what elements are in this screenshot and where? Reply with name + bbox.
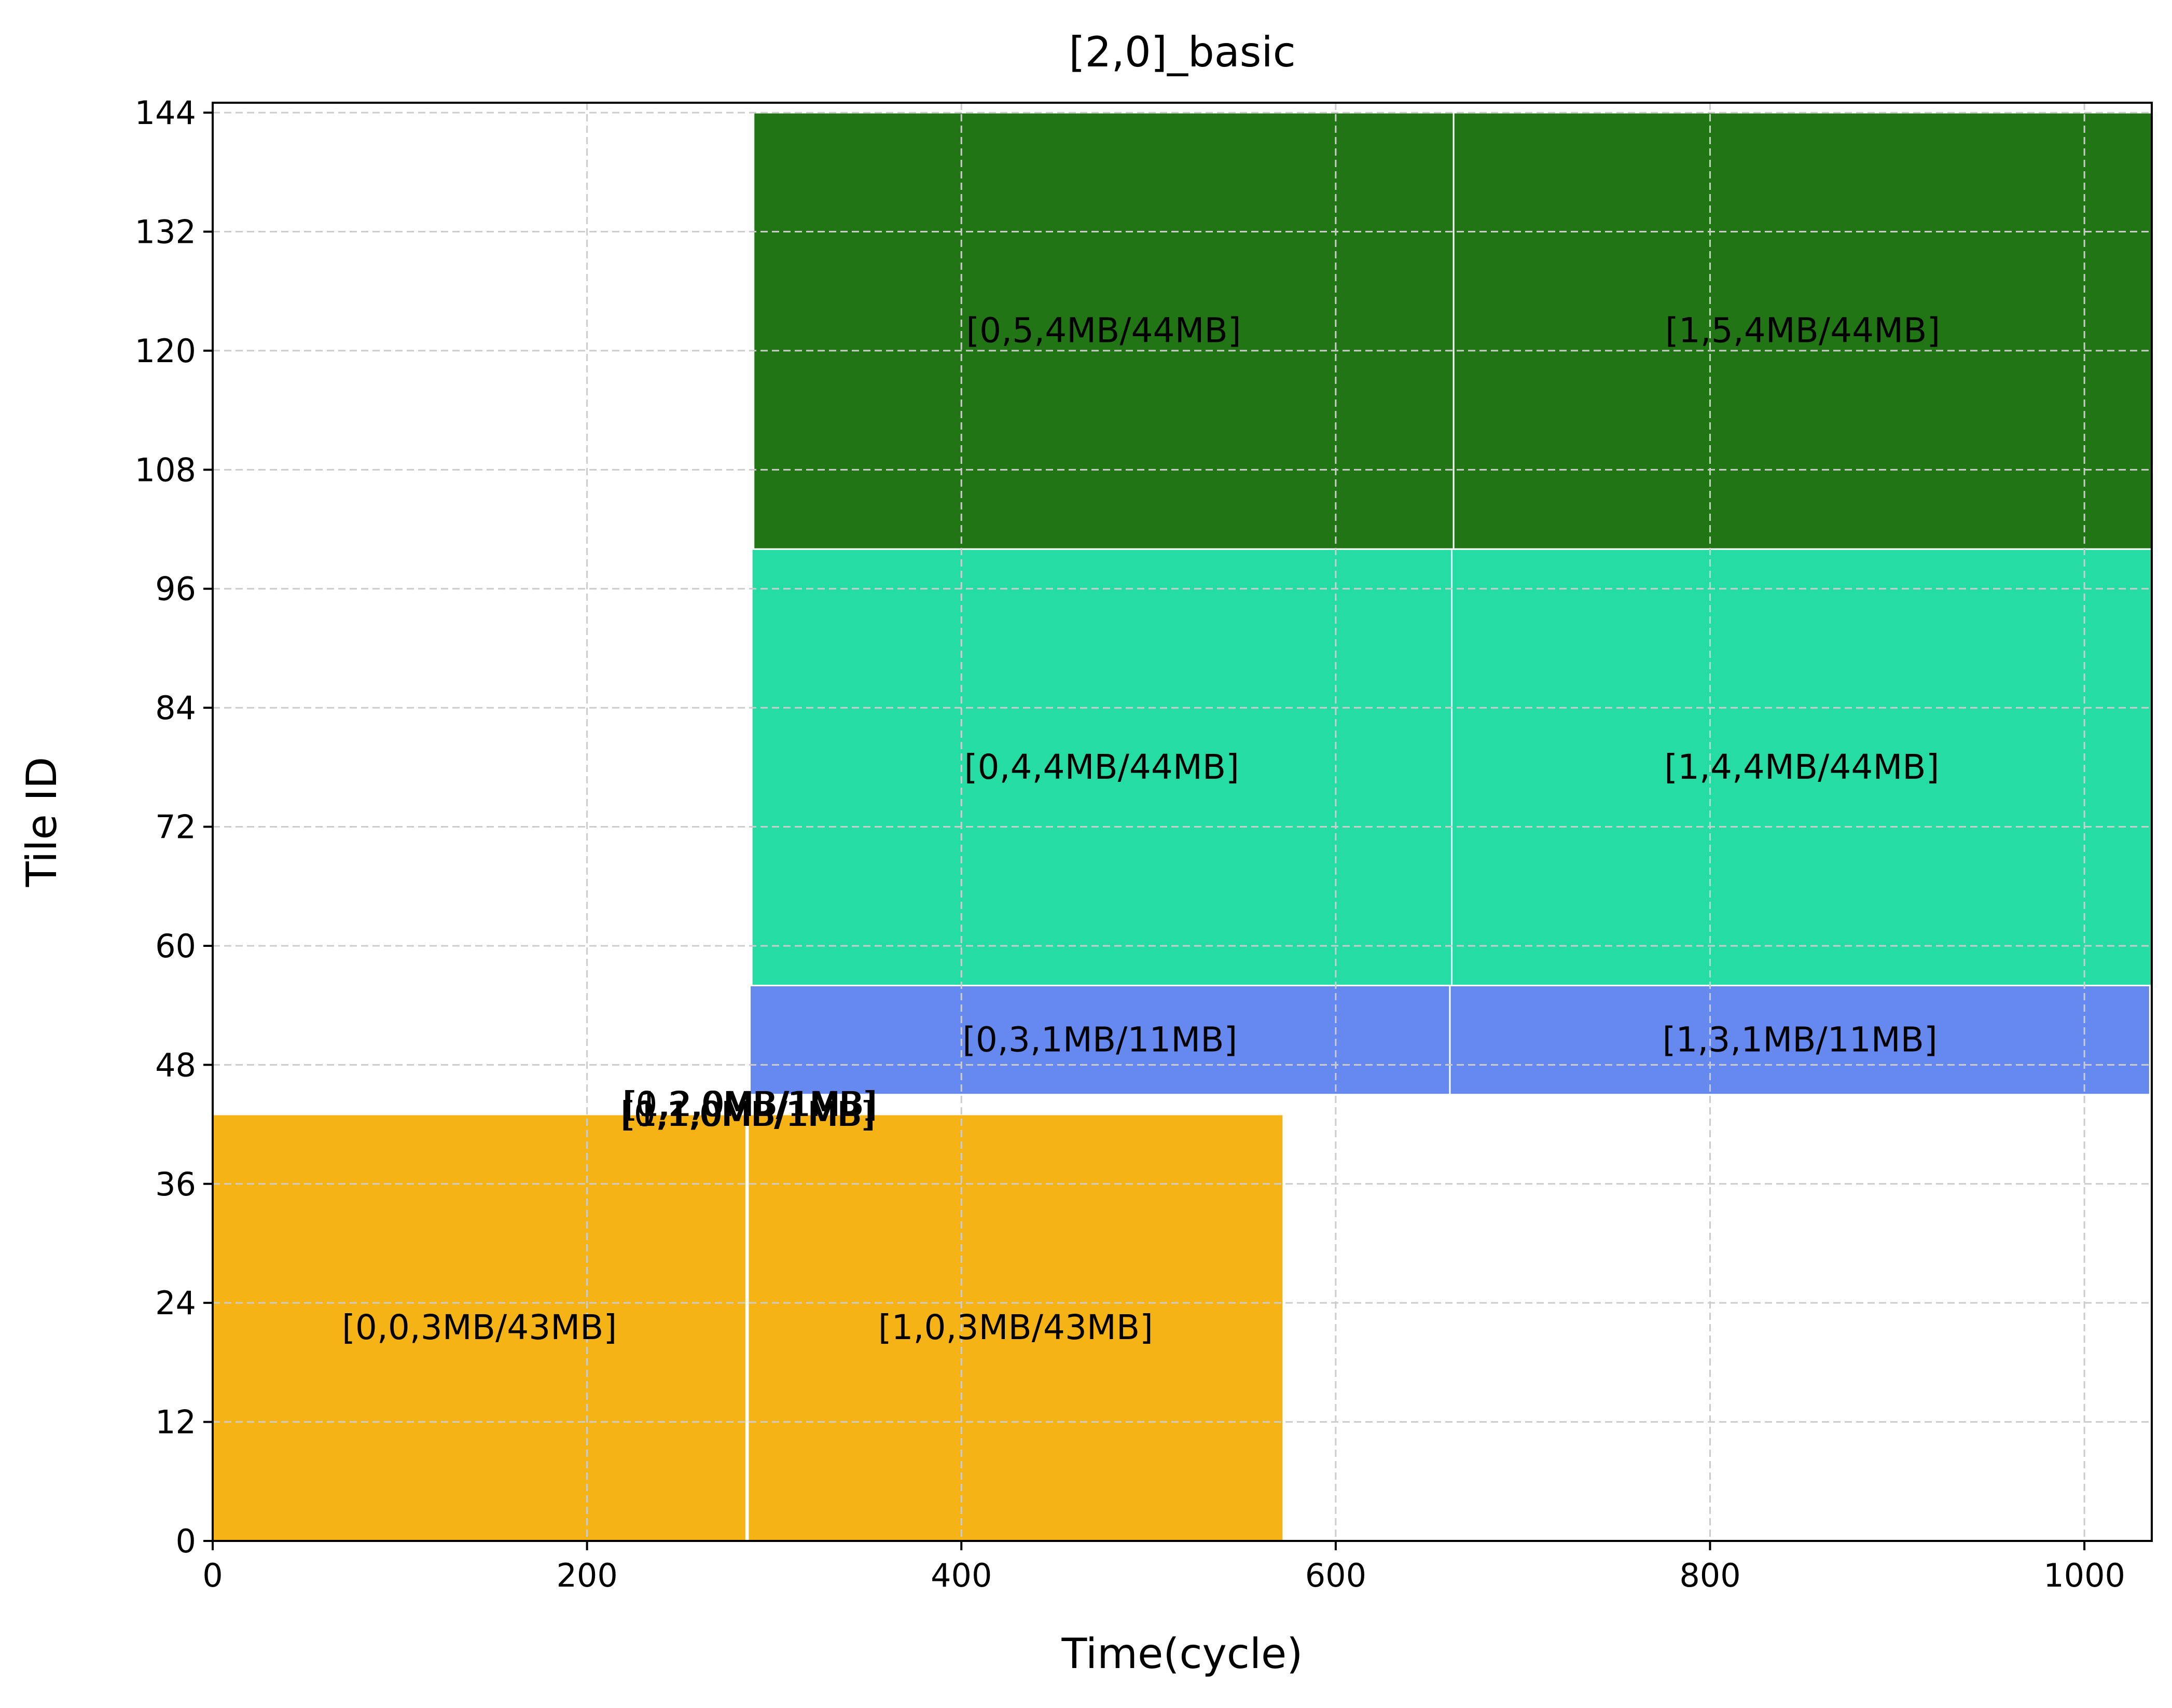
block-11 bbox=[1452, 112, 2153, 550]
y-tick-label-0: 0 bbox=[176, 1522, 196, 1560]
y-tick-label-1: 12 bbox=[155, 1403, 196, 1441]
block-label-10: [0,5,4MB/44MB] bbox=[966, 311, 1241, 351]
x-tick-label-5: 1000 bbox=[2043, 1557, 2125, 1594]
chart-title: [2,0]_basic bbox=[1069, 28, 1295, 76]
y-tick-label-2: 24 bbox=[155, 1284, 196, 1322]
block-7 bbox=[1449, 984, 2151, 1096]
block-label-5: [1,2,0MB/1MB] bbox=[624, 1084, 877, 1124]
x-tick-label-4: 800 bbox=[1679, 1557, 1740, 1594]
y-tick-label-9: 108 bbox=[135, 451, 196, 489]
block-label-7: [1,3,1MB/11MB] bbox=[1663, 1020, 1938, 1060]
block-9 bbox=[1451, 548, 2153, 986]
plot-frame bbox=[212, 102, 2153, 1542]
y-tick-label-4: 48 bbox=[155, 1046, 196, 1084]
block-label-6: [0,3,1MB/11MB] bbox=[962, 1020, 1237, 1060]
block-1 bbox=[747, 1113, 1284, 1542]
y-tick-label-7: 84 bbox=[155, 689, 196, 727]
y-tick-label-8: 96 bbox=[155, 570, 196, 608]
block-label-11: [1,5,4MB/44MB] bbox=[1665, 311, 1940, 351]
block-label-1: [1,0,3MB/43MB] bbox=[878, 1307, 1153, 1347]
y-tick-label-3: 36 bbox=[155, 1165, 196, 1203]
block-label-3: [1,1,0MB/1MB] bbox=[622, 1094, 876, 1134]
block-label-8: [0,4,4MB/44MB] bbox=[964, 747, 1239, 787]
block-label-0: [0,0,3MB/43MB] bbox=[342, 1307, 617, 1347]
x-axis-title: Time(cycle) bbox=[1061, 1630, 1303, 1678]
block-label-9: [1,4,4MB/44MB] bbox=[1664, 747, 1939, 787]
y-tick-label-12: 144 bbox=[135, 94, 196, 132]
x-tick-label-2: 400 bbox=[931, 1557, 992, 1594]
x-tick-label-3: 600 bbox=[1305, 1557, 1366, 1594]
block-0 bbox=[212, 1113, 747, 1542]
grid-lines bbox=[213, 103, 2152, 1541]
y-tick-label-6: 72 bbox=[155, 808, 196, 846]
block-label-4: [0,2,0MB/1MB] bbox=[622, 1084, 876, 1124]
axis-ticks: 0 200 400 600 800 1000 0 12 24 36 48 60 72 84 96 108 120… bbox=[135, 94, 2125, 1594]
timeline-blocks bbox=[212, 112, 2153, 1542]
block-labels: [0,0,3MB/43MB] [1,0,3MB/43MB] [0,1,0MB/1MB… bbox=[342, 311, 1940, 1347]
y-tick-label-11: 132 bbox=[135, 213, 196, 251]
x-tick-label-1: 200 bbox=[556, 1557, 617, 1594]
x-tick-label-0: 0 bbox=[202, 1557, 223, 1594]
block-label-2: [0,1,0MB/1MB] bbox=[620, 1094, 874, 1134]
block-10 bbox=[753, 112, 1455, 550]
y-axis-title: Tile ID bbox=[18, 757, 66, 888]
y-tick-label-5: 60 bbox=[155, 927, 196, 965]
y-tick-label-10: 120 bbox=[135, 332, 196, 370]
